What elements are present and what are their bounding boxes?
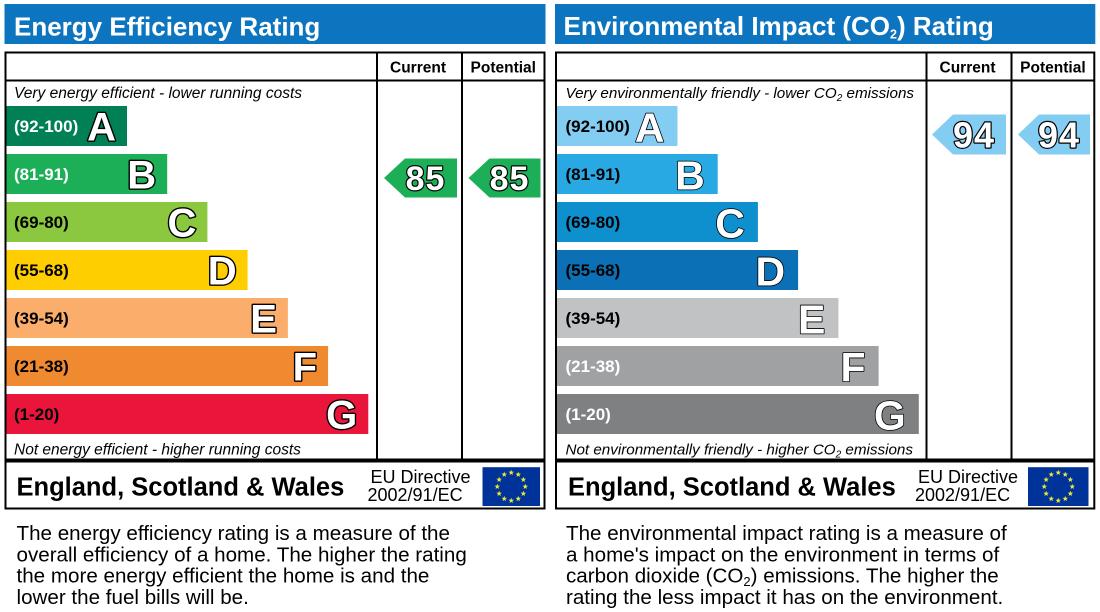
svg-text:the more energy efficient the: the more energy efficient the home is an…	[17, 565, 430, 588]
svg-text:B: B	[127, 154, 156, 198]
svg-text:E: E	[798, 297, 825, 343]
svg-text:overall efficiency of a home.: overall efficiency of a home. The higher…	[17, 543, 467, 566]
svg-text:The energy efficiency rating i: The energy efficiency rating is a measur…	[17, 522, 450, 545]
svg-text:C: C	[715, 201, 745, 247]
svg-text:(69-80): (69-80)	[566, 213, 621, 232]
svg-text:D: D	[755, 249, 785, 295]
svg-text:G: G	[874, 393, 906, 439]
svg-text:94: 94	[1038, 115, 1080, 156]
svg-text:carbon dioxide (CO2) emissions: carbon dioxide (CO2) emissions. The high…	[566, 565, 999, 590]
svg-text:(55-68): (55-68)	[566, 261, 621, 280]
svg-text:(39-54): (39-54)	[14, 309, 69, 328]
svg-text:E: E	[250, 298, 277, 342]
svg-text:Current: Current	[390, 60, 446, 77]
svg-text:The environmental impact ratin: The environmental impact rating is a mea…	[566, 522, 1007, 545]
svg-text:Current: Current	[940, 60, 996, 77]
svg-text:F: F	[293, 346, 317, 390]
svg-text:94: 94	[953, 115, 995, 156]
svg-text:(1-20): (1-20)	[14, 405, 59, 424]
svg-text:G: G	[326, 394, 357, 438]
svg-text:85: 85	[406, 160, 446, 198]
svg-text:(1-20): (1-20)	[566, 405, 611, 424]
svg-text:rating the less impact it has: rating the less impact it has on the env…	[566, 586, 1003, 609]
svg-text:(21-38): (21-38)	[14, 357, 69, 376]
svg-text:(55-68): (55-68)	[14, 261, 69, 280]
svg-text:(92-100): (92-100)	[566, 117, 630, 136]
svg-text:(92-100): (92-100)	[14, 117, 78, 136]
svg-text:(69-80): (69-80)	[14, 213, 69, 232]
svg-text:lower the fuel bills will be.: lower the fuel bills will be.	[17, 586, 249, 609]
svg-text:F: F	[841, 345, 866, 391]
svg-text:England, Scotland & Wales: England, Scotland & Wales	[568, 474, 896, 502]
svg-text:85: 85	[490, 160, 530, 198]
svg-text:Potential: Potential	[471, 60, 536, 77]
svg-text:2002/91/EC: 2002/91/EC	[915, 485, 1010, 505]
svg-text:EU Directive: EU Directive	[371, 467, 471, 487]
svg-text:Very environmentally friendly: Very environmentally friendly - lower CO…	[566, 85, 915, 104]
svg-text:Very energy efficient - lower: Very energy efficient - lower running co…	[14, 85, 302, 102]
svg-text:a home's impact on the environ: a home's impact on the environment in te…	[566, 543, 999, 566]
svg-text:Energy Efficiency Rating: Energy Efficiency Rating	[14, 12, 320, 42]
svg-text:A: A	[87, 106, 116, 150]
svg-text:Environmental Impact (CO2) Rat: Environmental Impact (CO2) Rating	[564, 11, 994, 42]
svg-text:(81-91): (81-91)	[14, 165, 69, 184]
svg-text:England, Scotland & Wales: England, Scotland & Wales	[17, 474, 345, 502]
svg-text:2002/91/EC: 2002/91/EC	[368, 485, 463, 505]
svg-text:(39-54): (39-54)	[566, 309, 621, 328]
svg-text:C: C	[168, 202, 197, 246]
svg-text:Potential: Potential	[1020, 60, 1085, 77]
svg-text:B: B	[675, 153, 705, 199]
svg-text:(21-38): (21-38)	[566, 357, 621, 376]
svg-text:A: A	[635, 105, 665, 151]
svg-text:EU Directive: EU Directive	[918, 467, 1018, 487]
svg-text:(81-91): (81-91)	[566, 165, 621, 184]
svg-text:Not energy efficient - higher: Not energy efficient - higher running co…	[14, 442, 301, 459]
svg-text:Not environmentally friendly -: Not environmentally friendly - higher CO…	[566, 442, 914, 461]
svg-text:D: D	[208, 250, 237, 294]
